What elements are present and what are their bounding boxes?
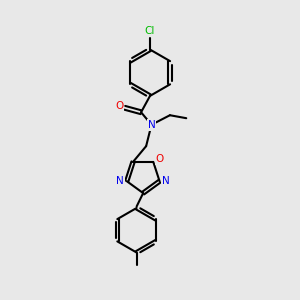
Text: N: N	[162, 176, 170, 186]
Text: N: N	[116, 176, 124, 186]
Text: O: O	[156, 154, 164, 164]
Text: O: O	[115, 101, 124, 111]
Text: N: N	[148, 120, 155, 130]
Text: Cl: Cl	[145, 26, 155, 36]
